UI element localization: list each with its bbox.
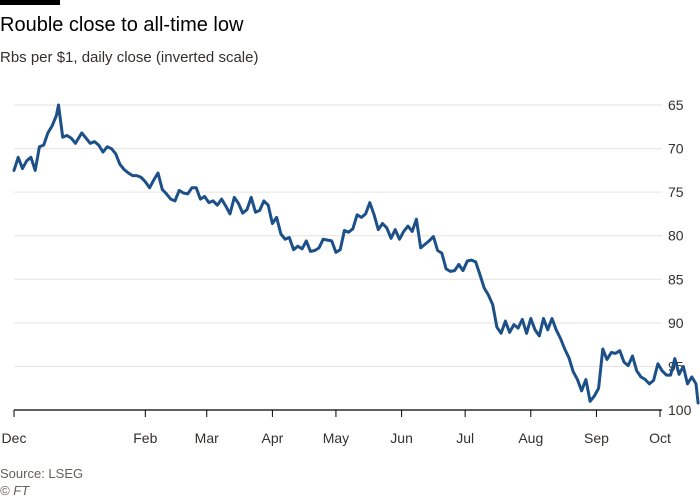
ft-credit: © FT <box>0 483 30 498</box>
x-tick-label: Jul <box>456 430 474 446</box>
y-tick-label: 100 <box>668 402 692 418</box>
x-tick-label: May <box>323 430 349 446</box>
y-tick-label: 70 <box>668 141 684 157</box>
source-note: Source: LSEG <box>0 466 84 481</box>
y-tick-label: 80 <box>668 228 684 244</box>
x-tick-label: Feb <box>133 430 157 446</box>
y-tick-label: 75 <box>668 184 684 200</box>
ft-top-rule <box>0 0 60 5</box>
y-tick-label: 65 <box>668 97 684 113</box>
chart-subtitle: Rbs per $1, daily close (inverted scale) <box>0 49 259 66</box>
x-tick-label: Mar <box>195 430 219 446</box>
x-tick-label: Oct <box>649 430 671 446</box>
x-tick-label: Apr <box>262 430 284 446</box>
x-tick-label: Dec <box>2 430 27 446</box>
chart-title: Rouble close to all-time low <box>0 14 244 36</box>
x-tick-label: Jun <box>390 430 413 446</box>
y-tick-label: 85 <box>668 271 684 287</box>
y-tick-label: 90 <box>668 315 684 331</box>
series-line-rouble <box>12 103 700 405</box>
x-tick-label: Sep <box>584 430 609 446</box>
x-tick-label: Aug <box>518 430 543 446</box>
